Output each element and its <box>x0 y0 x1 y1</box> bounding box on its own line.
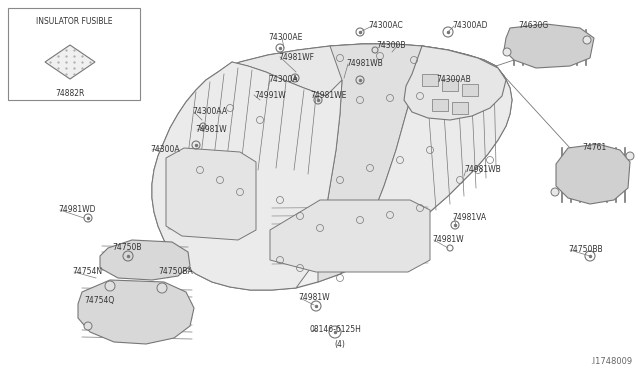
Circle shape <box>84 322 92 330</box>
Text: 74754N: 74754N <box>72 267 102 276</box>
Text: 74750BA: 74750BA <box>158 267 193 276</box>
Text: 74981WD: 74981WD <box>58 205 95 215</box>
Text: 74630G: 74630G <box>518 22 548 31</box>
Circle shape <box>626 152 634 160</box>
Text: 74750B: 74750B <box>112 244 141 253</box>
Text: 74761: 74761 <box>582 144 606 153</box>
Circle shape <box>583 36 591 44</box>
Text: 74981WB: 74981WB <box>346 60 383 68</box>
Bar <box>432 99 448 111</box>
Text: 08146-6125H: 08146-6125H <box>310 326 362 334</box>
Circle shape <box>157 283 167 293</box>
Polygon shape <box>318 44 422 282</box>
Text: 74981VA: 74981VA <box>452 214 486 222</box>
Bar <box>442 79 458 91</box>
Text: 74981WF: 74981WF <box>278 52 314 61</box>
Polygon shape <box>404 46 506 120</box>
Text: 74754Q: 74754Q <box>84 295 115 305</box>
Circle shape <box>105 281 115 291</box>
Text: 74300AE: 74300AE <box>268 33 302 42</box>
Text: 74300AA: 74300AA <box>192 108 227 116</box>
Text: INSULATOR FUSIBLE: INSULATOR FUSIBLE <box>36 17 112 26</box>
Polygon shape <box>166 148 256 240</box>
Polygon shape <box>218 44 504 108</box>
Text: 74300AB: 74300AB <box>436 76 471 84</box>
Text: 74882R: 74882R <box>55 90 84 99</box>
Bar <box>422 74 438 86</box>
Polygon shape <box>78 280 194 344</box>
Text: 74991W: 74991W <box>254 90 285 99</box>
Bar <box>8 8 140 100</box>
Text: 74750BB: 74750BB <box>568 246 603 254</box>
Polygon shape <box>270 200 430 272</box>
Text: 74981W: 74981W <box>195 125 227 135</box>
Polygon shape <box>356 46 512 264</box>
Text: 74300AC: 74300AC <box>368 22 403 31</box>
Polygon shape <box>45 45 95 79</box>
Bar <box>452 102 468 114</box>
Text: .I1748009: .I1748009 <box>590 357 632 366</box>
Polygon shape <box>152 62 342 290</box>
Circle shape <box>551 188 559 196</box>
Polygon shape <box>152 44 512 290</box>
Bar <box>462 84 478 96</box>
Polygon shape <box>100 240 190 280</box>
Text: 74300A: 74300A <box>150 145 180 154</box>
Text: 74300B: 74300B <box>376 41 406 49</box>
Text: 74300A: 74300A <box>268 76 298 84</box>
Text: 74981W: 74981W <box>432 235 463 244</box>
Polygon shape <box>504 24 594 68</box>
Text: 74981W: 74981W <box>298 294 330 302</box>
Text: 74981WB: 74981WB <box>464 166 500 174</box>
Polygon shape <box>556 144 630 204</box>
Text: 74300AD: 74300AD <box>452 22 488 31</box>
Text: (4): (4) <box>335 340 346 349</box>
Circle shape <box>503 48 511 56</box>
Text: 74981WE: 74981WE <box>310 90 346 99</box>
